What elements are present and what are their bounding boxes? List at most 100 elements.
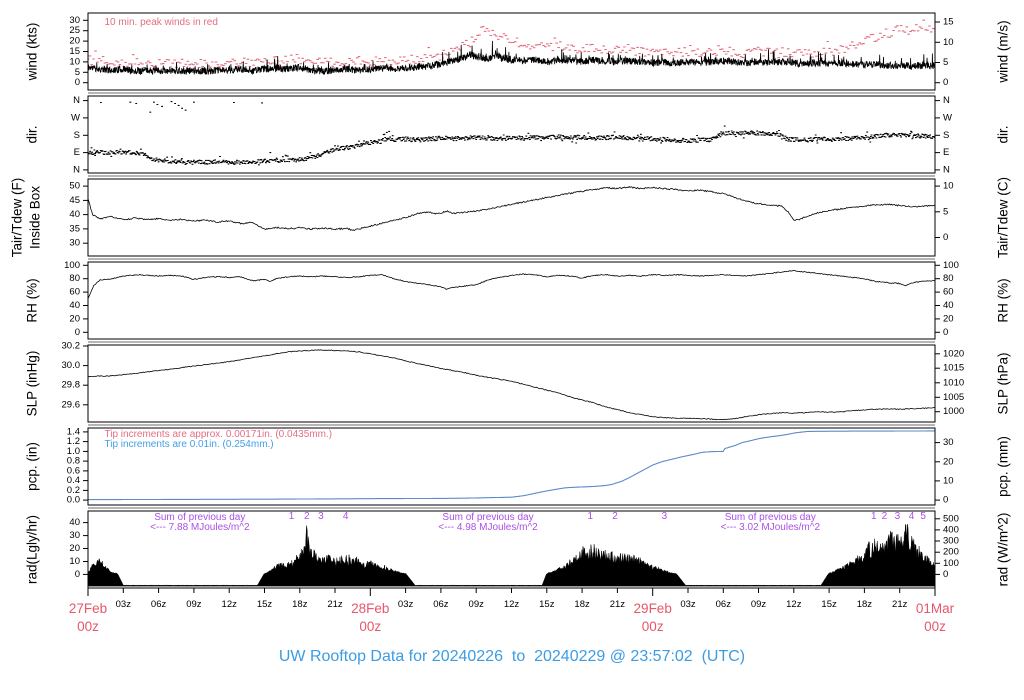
- annotation: 4: [343, 511, 349, 522]
- y-tick-label: 20: [69, 313, 80, 324]
- y-tick-label: 0.2: [67, 485, 80, 496]
- annotation: Tip increments are approx. 0.00171in. (0…: [105, 429, 333, 440]
- x-minor-label: 12z: [786, 599, 802, 610]
- y-tick-label: 15: [943, 17, 954, 28]
- annotation: <--- 4.98 MJoules/m^2: [438, 522, 538, 533]
- y-tick-label: W: [943, 112, 952, 123]
- y-tick-label: 0.0: [67, 495, 80, 506]
- x-minor-label: 06z: [716, 599, 732, 610]
- series-dir-outliers: [90, 101, 872, 157]
- y-tick-label: 300: [943, 536, 959, 547]
- panel-slp-frame: [87, 344, 936, 423]
- y-tick-label: 0: [75, 327, 80, 338]
- y-tick-label: 1.2: [67, 436, 80, 447]
- y-tick-label: 40: [69, 209, 80, 220]
- y-tick-label: N: [943, 95, 950, 106]
- y-tick-label: 15: [69, 46, 80, 57]
- y-tick-label: 40: [943, 300, 954, 311]
- y-tick-label: 30: [69, 238, 80, 249]
- y-tick-label: 5: [943, 57, 948, 68]
- y-tick-label: 10: [943, 37, 954, 48]
- annotation: 1: [871, 511, 877, 522]
- series-relative-humidity: [88, 270, 935, 299]
- annotation: 3: [895, 511, 901, 522]
- y-axis-title-right: dir.: [996, 125, 1011, 143]
- y-axis-title-right: pcp. (mm): [996, 436, 1011, 497]
- y-tick-label: S: [943, 130, 949, 141]
- y-tick-label: 0: [943, 232, 948, 243]
- y-tick-label: 1.4: [67, 426, 80, 437]
- panel-dir-frame: [87, 95, 936, 174]
- y-tick-label: 30: [69, 15, 80, 26]
- y-axis-title-right: rad (W/m^2): [996, 513, 1011, 587]
- y-tick-label: 100: [943, 558, 959, 569]
- x-minor-label: 09z: [186, 599, 202, 610]
- panel-pcp-series: [88, 430, 935, 501]
- annotation: Sum of previous day: [725, 512, 816, 523]
- y-tick-label: 30: [943, 437, 954, 448]
- y-axis-title-left: wind (kts): [25, 23, 40, 82]
- annotation: 1: [588, 511, 594, 522]
- series-wind-avg: [88, 40, 935, 76]
- y-tick-label: 80: [69, 273, 80, 284]
- y-tick-label: 50: [69, 181, 80, 192]
- annotation: 5: [920, 511, 926, 522]
- y-tick-label: 20: [943, 456, 954, 467]
- y-tick-label: E: [943, 147, 949, 158]
- y-tick-label: 100: [943, 260, 959, 271]
- y-tick-label: 60: [69, 287, 80, 298]
- y-tick-label: 35: [69, 223, 80, 234]
- y-tick-label: 0: [943, 569, 948, 580]
- y-tick-label: 0: [75, 569, 80, 580]
- annotation: Tip increments are 0.01in. (0.254mm.): [105, 439, 274, 450]
- x-minor-label: 06z: [151, 599, 167, 610]
- y-tick-label: 40: [69, 300, 80, 311]
- x-minor-label: 09z: [469, 599, 485, 610]
- annotation: 3: [318, 511, 324, 522]
- y-tick-label: 29.8: [62, 380, 81, 391]
- panel-slp-series: [88, 349, 935, 421]
- x-minor-label: 12z: [504, 599, 520, 610]
- x-day-sublabel: 00z: [359, 619, 381, 634]
- y-tick-label: 20: [943, 313, 954, 324]
- y-tick-label: 5: [943, 206, 948, 217]
- y-tick-label: 200: [943, 547, 959, 558]
- annotation: 2: [612, 511, 618, 522]
- y-tick-label: 29.6: [62, 399, 81, 410]
- y-tick-label: 500: [943, 513, 959, 524]
- y-axis-title-right: wind (m/s): [996, 20, 1011, 83]
- y-axis-title-left: RH (%): [25, 278, 40, 322]
- y-tick-label: 0.8: [67, 456, 80, 467]
- panel-tair-series: [88, 186, 935, 231]
- x-minor-label: 15z: [821, 599, 837, 610]
- y-axis-title-left: dir.: [25, 125, 40, 143]
- y-tick-label: 1010: [943, 377, 964, 388]
- x-minor-label: 21z: [610, 599, 626, 610]
- y-tick-label: 0: [943, 77, 948, 88]
- x-day-sublabel: 00z: [642, 619, 664, 634]
- panel-rh-series: [88, 270, 935, 299]
- x-minor-label: 18z: [857, 599, 873, 610]
- y-axis-title-right: Tair/Tdew (C): [996, 177, 1011, 258]
- x-day-label: 29Feb: [634, 601, 672, 616]
- y-tick-label: 400: [943, 524, 959, 535]
- panel-rh-frame: [87, 261, 936, 340]
- y-tick-label: 1005: [943, 392, 964, 403]
- y-tick-label: 20: [69, 36, 80, 47]
- y-tick-label: 80: [943, 273, 954, 284]
- x-minor-label: 09z: [751, 599, 767, 610]
- annotation: 3: [662, 511, 668, 522]
- y-tick-label: 30.2: [62, 341, 81, 352]
- y-tick-label: 30: [69, 530, 80, 541]
- x-minor-label: 03z: [680, 599, 696, 610]
- y-axis-title-left: SLP (inHg): [25, 351, 40, 417]
- annotation: <--- 7.88 MJoules/m^2: [150, 522, 250, 533]
- y-tick-label: N: [943, 164, 950, 175]
- y-tick-label: 60: [943, 287, 954, 298]
- y-tick-label: 10: [69, 56, 80, 67]
- y-axis-title-left: Tair/Tdew (F): [10, 178, 25, 258]
- series-solar-radiation: [88, 523, 935, 587]
- y-tick-label: 20: [69, 543, 80, 554]
